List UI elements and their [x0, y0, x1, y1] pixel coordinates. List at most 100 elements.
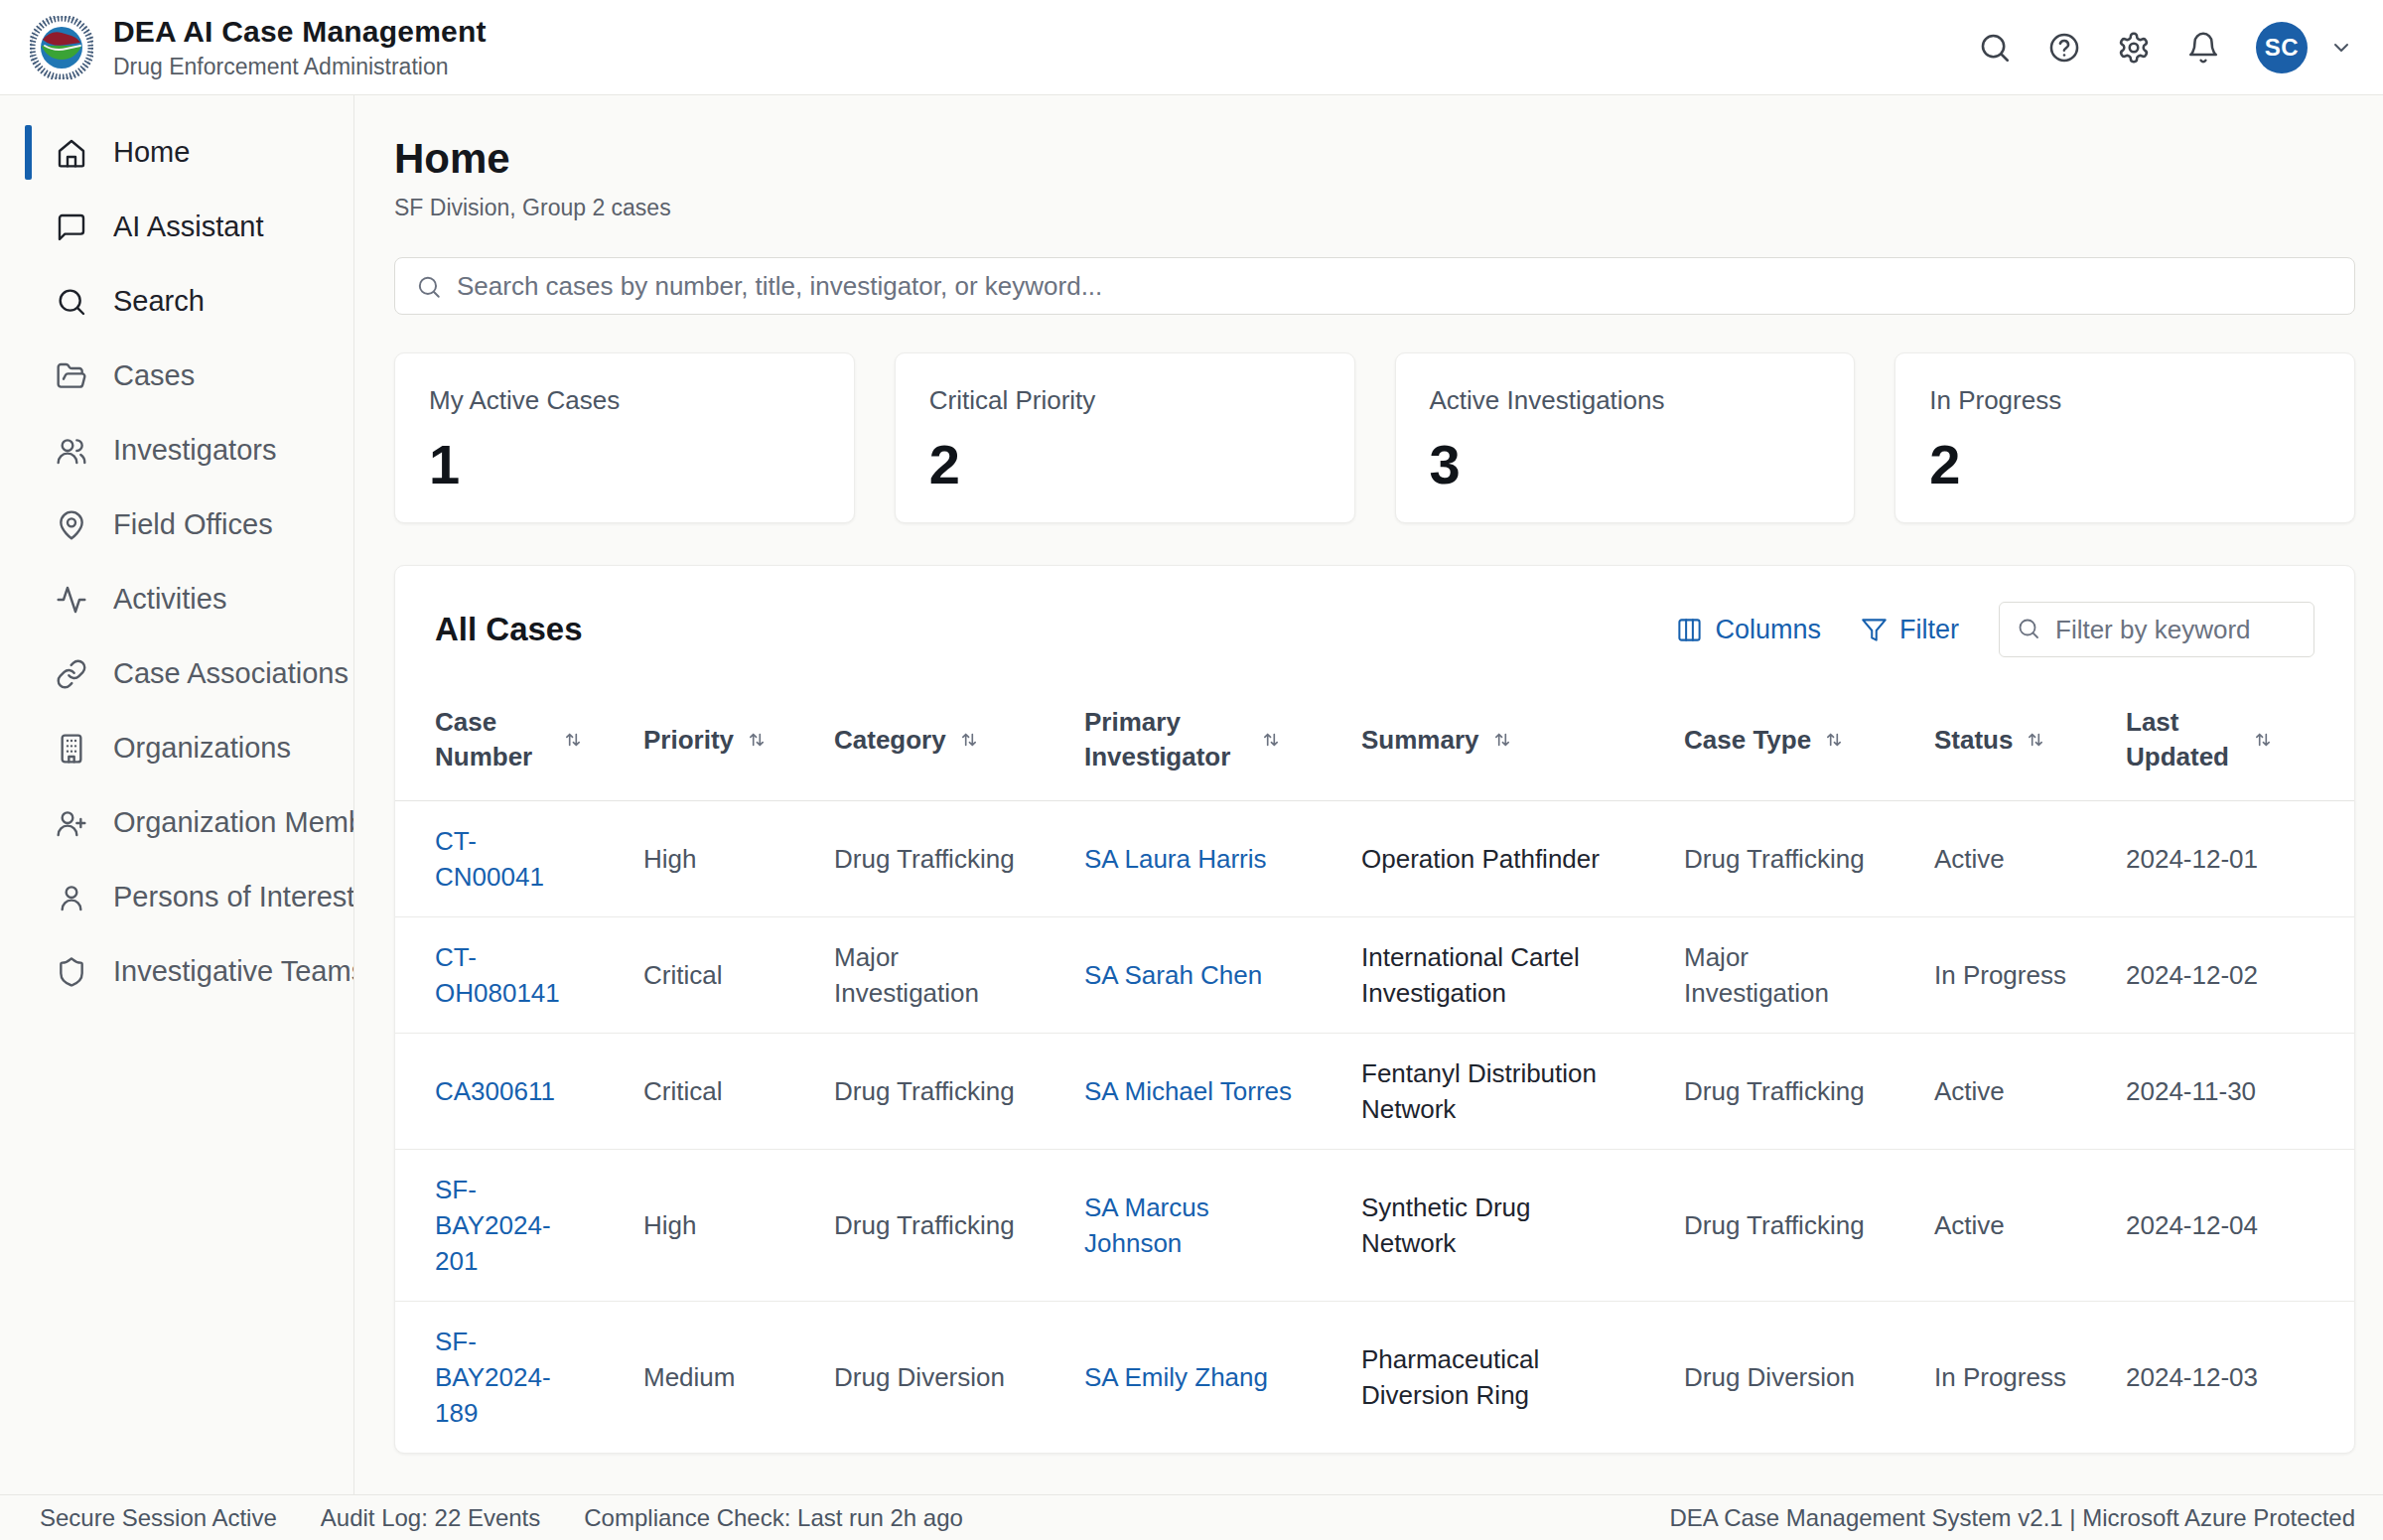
help-button[interactable] — [2047, 31, 2081, 65]
sidebar-item-cases[interactable]: Cases — [0, 339, 353, 413]
sidebar-item-label: Field Offices — [113, 508, 273, 541]
search-button[interactable] — [1978, 31, 2012, 65]
account-menu-button[interactable] — [2329, 36, 2353, 60]
search-icon — [2017, 617, 2040, 640]
filter-button[interactable]: Filter — [1861, 615, 1959, 645]
sidebar-item-label: Investigators — [113, 434, 276, 467]
sidebar-item-label: Cases — [113, 359, 195, 392]
sidebar-item-search[interactable]: Search — [0, 264, 353, 339]
investigator-link[interactable]: SA Marcus Johnson — [1084, 1192, 1209, 1258]
sidebar-item-organizations[interactable]: Organizations — [0, 711, 353, 785]
column-header-primary-investigator[interactable]: Primary Investigator — [1084, 683, 1361, 801]
case-search-input[interactable] — [394, 257, 2355, 315]
column-header-case-type[interactable]: Case Type — [1684, 683, 1934, 801]
status-cell: In Progress — [1934, 917, 2126, 1034]
last-updated-cell: 2024-12-03 — [2126, 1302, 2355, 1454]
column-header-priority[interactable]: Priority — [643, 683, 834, 801]
dea-seal-logo — [30, 16, 93, 79]
stats-row: My Active Cases 1 Critical Priority 2 Ac… — [394, 352, 2355, 523]
shield-icon — [56, 956, 87, 988]
status-bar: Secure Session Active Audit Log: 22 Even… — [0, 1494, 2383, 1540]
system-info: DEA Case Management System v2.1 | Micros… — [1669, 1504, 2355, 1532]
sidebar-item-label: Organizations — [113, 732, 291, 765]
category-cell: Major Investigation — [834, 917, 1084, 1034]
cases-table: Case Number Priority Category Primary In… — [395, 683, 2355, 1453]
case-number-link[interactable]: SF-BAY2024-189 — [435, 1327, 551, 1428]
sidebar-item-ai-assistant[interactable]: AI Assistant — [0, 190, 353, 264]
column-header-category[interactable]: Category — [834, 683, 1084, 801]
columns-button[interactable]: Columns — [1676, 615, 1821, 645]
folder-open-icon — [56, 360, 87, 392]
sort-icon — [1260, 729, 1282, 751]
chevron-down-icon — [2329, 36, 2353, 60]
stat-value: 1 — [429, 432, 820, 496]
sidebar-item-organization-members[interactable]: Organization Members — [0, 785, 353, 860]
building-icon — [56, 733, 87, 765]
priority-cell: High — [643, 801, 834, 917]
summary-cell: Pharmaceutical Diversion Ring — [1361, 1302, 1684, 1454]
table-row: SF-BAY2024-201 High Drug Trafficking SA … — [395, 1150, 2355, 1302]
user-plus-icon — [56, 807, 87, 839]
all-cases-title: All Cases — [435, 611, 583, 648]
notifications-button[interactable] — [2186, 31, 2220, 65]
investigator-link[interactable]: SA Michael Torres — [1084, 1076, 1292, 1106]
stat-label: Active Investigations — [1430, 385, 1821, 416]
stat-card-in-progress: In Progress 2 — [1894, 352, 2355, 523]
column-header-summary[interactable]: Summary — [1361, 683, 1684, 801]
status-cell: Active — [1934, 801, 2126, 917]
sidebar-item-label: Search — [113, 285, 205, 318]
sidebar-item-persons-of-interest[interactable]: Persons of Interest — [0, 860, 353, 934]
sort-icon — [1823, 729, 1845, 751]
secure-session-status: Secure Session Active — [40, 1504, 277, 1532]
page-title: Home — [394, 135, 2355, 183]
sidebar-item-investigators[interactable]: Investigators — [0, 413, 353, 488]
category-cell: Drug Diversion — [834, 1302, 1084, 1454]
stat-label: Critical Priority — [929, 385, 1321, 416]
last-updated-cell: 2024-12-02 — [2126, 917, 2355, 1034]
column-header-last-updated[interactable]: Last Updated — [2126, 683, 2355, 801]
sidebar-item-field-offices[interactable]: Field Offices — [0, 488, 353, 562]
sidebar-item-label: AI Assistant — [113, 210, 264, 243]
sidebar-item-home[interactable]: Home — [0, 115, 353, 190]
app-title: DEA AI Case Management — [113, 15, 487, 49]
sidebar-item-case-associations[interactable]: Case Associations — [0, 636, 353, 711]
sidebar-item-label: Activities — [113, 583, 226, 616]
summary-cell: Synthetic Drug Network — [1361, 1150, 1684, 1302]
case-number-link[interactable]: SF-BAY2024-201 — [435, 1175, 551, 1276]
map-pin-icon — [56, 509, 87, 541]
case-number-link[interactable]: CA300611 — [435, 1076, 555, 1106]
column-header-status[interactable]: Status — [1934, 683, 2126, 801]
app-header: DEA AI Case Management Drug Enforcement … — [0, 0, 2383, 95]
case-type-cell: Drug Trafficking — [1684, 801, 1934, 917]
investigator-link[interactable]: SA Laura Harris — [1084, 844, 1267, 874]
case-type-cell: Major Investigation — [1684, 917, 1934, 1034]
avatar[interactable]: SC — [2256, 22, 2308, 73]
bell-icon — [2186, 31, 2220, 65]
category-cell: Drug Trafficking — [834, 1150, 1084, 1302]
case-type-cell: Drug Diversion — [1684, 1302, 1934, 1454]
case-number-link[interactable]: CT-OH080141 — [435, 942, 560, 1008]
sidebar-item-activities[interactable]: Activities — [0, 562, 353, 636]
investigator-link[interactable]: SA Emily Zhang — [1084, 1362, 1268, 1392]
home-icon — [56, 137, 87, 169]
main-content: Home SF Division, Group 2 cases My Activ… — [354, 95, 2383, 1494]
settings-button[interactable] — [2117, 31, 2151, 65]
investigator-link[interactable]: SA Sarah Chen — [1084, 960, 1262, 990]
sidebar-item-label: Organization Members — [113, 806, 353, 839]
priority-cell: Medium — [643, 1302, 834, 1454]
last-updated-cell: 2024-12-01 — [2126, 801, 2355, 917]
sort-icon — [2252, 729, 2274, 751]
column-header-case-number[interactable]: Case Number — [395, 683, 643, 801]
sort-icon — [562, 729, 584, 751]
sidebar-item-investigative-teams[interactable]: Investigative Teams — [0, 934, 353, 1009]
stat-card-my-active-cases: My Active Cases 1 — [394, 352, 855, 523]
case-number-link[interactable]: CT-CN00041 — [435, 826, 544, 892]
stat-label: In Progress — [1929, 385, 2320, 416]
keyword-filter — [1999, 602, 2314, 657]
keyword-filter-input[interactable] — [1999, 602, 2314, 657]
search-icon — [56, 286, 87, 318]
stat-value: 2 — [1929, 432, 2320, 496]
last-updated-cell: 2024-12-04 — [2126, 1150, 2355, 1302]
search-icon — [1978, 31, 2012, 65]
brand-text: DEA AI Case Management Drug Enforcement … — [113, 15, 487, 80]
